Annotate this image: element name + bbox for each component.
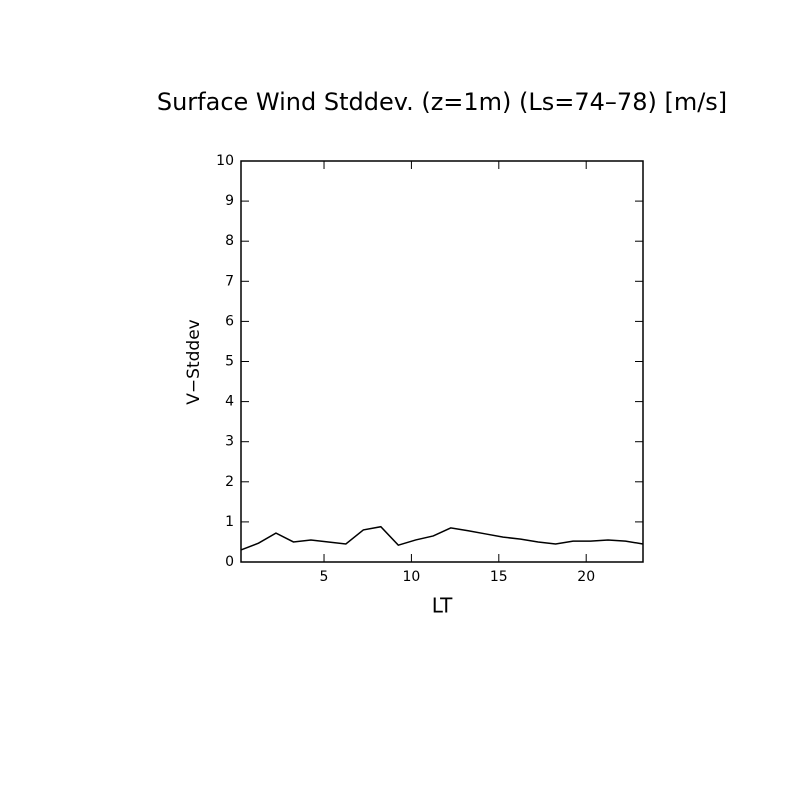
y-axis-label: V−Stddev: [184, 319, 204, 404]
y-tick-label: 9: [225, 193, 234, 209]
x-tick-label: 10: [402, 569, 420, 585]
x-tick-label: 20: [577, 569, 595, 585]
data-line: [240, 525, 644, 551]
plot-frame: [240, 160, 644, 563]
y-tick-label: 6: [225, 313, 234, 329]
x-tick-label: 15: [490, 569, 508, 585]
chart-title: Surface Wind Stddev. (z=1m) (Ls=74–78) […: [157, 88, 727, 116]
y-tick-label: 8: [225, 233, 234, 249]
x-axis-label: LT: [432, 594, 453, 618]
x-tick-label: 5: [320, 569, 329, 585]
y-tick-label: 4: [225, 394, 234, 410]
y-tick-label: 0: [225, 554, 234, 570]
y-tick-label: 2: [225, 474, 234, 490]
y-tick-label: 7: [225, 273, 234, 289]
y-tick-label: 3: [225, 434, 234, 450]
y-tick-label: 10: [216, 153, 234, 169]
y-tick-label: 5: [225, 354, 234, 370]
y-tick-label: 1: [225, 514, 234, 530]
